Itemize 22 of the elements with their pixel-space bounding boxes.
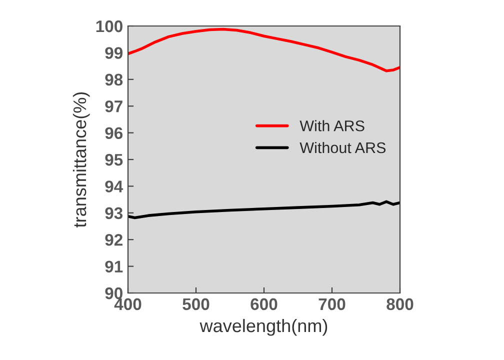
x-tick-label: 500 (182, 298, 210, 310)
y-tick-label: 100 (96, 20, 122, 32)
legend-label: Without ARS (300, 142, 386, 154)
line-series (128, 28, 400, 72)
y-tick-label: 98 (105, 74, 123, 86)
x-axis-title: wavelength(nm) (200, 318, 328, 336)
x-tick-label: 800 (386, 298, 414, 310)
y-tick-label: 90 (105, 287, 122, 300)
y-tick-label: 91 (105, 260, 123, 273)
y-tick-label: 99 (105, 47, 123, 59)
y-tick-label: 97 (105, 100, 122, 112)
x-tick-label: 700 (318, 298, 346, 310)
legend-label: With ARS (300, 120, 364, 132)
x-tick-label: 600 (250, 298, 278, 310)
y-tick-label: 95 (105, 154, 123, 166)
y-axis-title: transmittance(%) (72, 92, 90, 228)
y-tick-label: 94 (105, 180, 124, 192)
y-tick-label: 93 (105, 207, 123, 220)
line-series (128, 200, 400, 220)
y-tick-label: 96 (105, 127, 123, 140)
y-tick-label: 92 (105, 234, 122, 246)
x-tick-label: 400 (114, 298, 142, 310)
